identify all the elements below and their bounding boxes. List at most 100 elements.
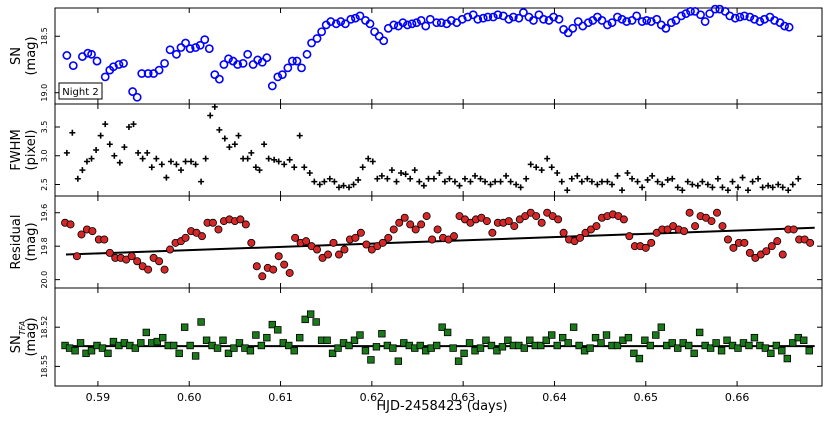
data-point bbox=[195, 40, 205, 50]
data-point bbox=[316, 181, 323, 188]
data-point bbox=[119, 58, 128, 68]
y-tick-label: 18.5 bbox=[40, 27, 49, 45]
data-point bbox=[172, 49, 181, 59]
data-point bbox=[79, 167, 86, 174]
data-point bbox=[451, 178, 458, 185]
data-point bbox=[235, 132, 242, 139]
data-point bbox=[335, 184, 342, 191]
data-point bbox=[714, 175, 721, 182]
data-point bbox=[351, 13, 360, 23]
data-point bbox=[568, 175, 575, 182]
y-tick-label: 19.0 bbox=[40, 84, 49, 102]
data-point bbox=[274, 252, 283, 261]
data-point bbox=[153, 337, 161, 346]
data-point bbox=[158, 161, 165, 168]
data-point bbox=[614, 172, 621, 179]
data-point bbox=[783, 354, 792, 363]
data-point bbox=[784, 22, 794, 32]
data-point bbox=[411, 167, 418, 174]
data-point bbox=[321, 178, 328, 185]
data-point bbox=[312, 318, 320, 326]
data-point bbox=[121, 144, 128, 151]
data-point bbox=[288, 56, 297, 66]
data-point bbox=[267, 81, 277, 91]
data-point bbox=[262, 53, 272, 63]
data-point bbox=[575, 341, 583, 350]
data-point bbox=[647, 238, 656, 247]
data-point bbox=[197, 318, 205, 326]
data-point bbox=[186, 341, 194, 350]
data-point bbox=[269, 265, 278, 274]
data-point bbox=[729, 178, 736, 185]
data-point bbox=[778, 347, 786, 355]
data-point bbox=[275, 158, 282, 165]
data-point bbox=[773, 237, 782, 246]
data-point bbox=[98, 344, 107, 352]
data-point bbox=[355, 11, 365, 21]
data-point bbox=[624, 170, 631, 176]
data-point bbox=[789, 225, 798, 234]
data-point bbox=[125, 124, 132, 130]
data-point bbox=[755, 17, 765, 26]
data-point bbox=[236, 215, 245, 224]
data-point bbox=[723, 336, 731, 344]
data-point bbox=[257, 341, 266, 350]
data-point bbox=[467, 178, 474, 185]
data-point bbox=[248, 149, 255, 156]
data-point bbox=[619, 215, 628, 224]
data-point bbox=[584, 175, 591, 182]
data-point bbox=[132, 92, 142, 102]
data-point bbox=[482, 336, 490, 344]
data-point bbox=[517, 184, 524, 191]
data-point bbox=[800, 336, 808, 344]
data-point bbox=[142, 328, 151, 337]
data-point bbox=[686, 6, 695, 16]
data-point bbox=[326, 17, 336, 26]
data-point bbox=[416, 178, 423, 185]
data-point bbox=[649, 172, 656, 179]
data-point bbox=[617, 14, 627, 24]
data-point bbox=[384, 175, 391, 182]
data-point bbox=[554, 14, 564, 24]
data-point bbox=[745, 187, 752, 194]
data-point bbox=[433, 225, 442, 234]
data-point bbox=[71, 347, 79, 355]
data-point bbox=[370, 27, 379, 37]
data-point bbox=[432, 341, 441, 350]
data-point bbox=[627, 16, 637, 25]
data-point bbox=[690, 349, 698, 358]
data-point bbox=[654, 178, 661, 185]
data-point bbox=[83, 48, 93, 58]
data-point bbox=[504, 14, 514, 24]
data-point bbox=[449, 344, 457, 352]
data-point bbox=[365, 155, 372, 162]
data-point bbox=[137, 339, 145, 347]
data-point bbox=[806, 238, 815, 247]
data-point bbox=[345, 341, 353, 350]
data-point bbox=[578, 178, 585, 185]
data-point bbox=[461, 175, 468, 182]
data-point bbox=[367, 356, 375, 364]
data-point bbox=[160, 265, 169, 274]
data-point bbox=[739, 174, 746, 181]
data-point bbox=[297, 63, 306, 73]
data-point bbox=[483, 12, 493, 22]
data-point bbox=[519, 8, 528, 17]
data-point bbox=[482, 178, 489, 185]
data-point bbox=[527, 161, 534, 168]
data-point bbox=[689, 181, 696, 188]
data-point bbox=[388, 167, 395, 174]
data-point bbox=[306, 310, 315, 318]
data-point bbox=[263, 333, 271, 342]
data-point bbox=[537, 218, 546, 227]
data-point bbox=[185, 44, 195, 54]
data-point bbox=[450, 232, 459, 241]
data-point bbox=[558, 333, 567, 342]
data-point bbox=[216, 126, 223, 133]
data-point bbox=[235, 339, 244, 347]
data-point bbox=[497, 178, 504, 185]
data-point bbox=[785, 187, 792, 194]
data-point bbox=[691, 222, 700, 231]
data-point bbox=[296, 132, 303, 139]
data-point bbox=[613, 12, 622, 22]
